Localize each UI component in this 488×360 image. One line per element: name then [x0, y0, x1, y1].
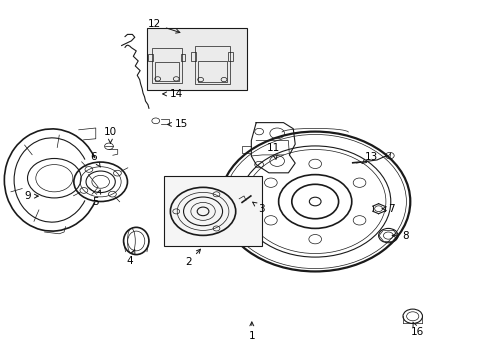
Bar [148, 54, 153, 62]
Text: 1: 1 [248, 322, 255, 341]
Text: 7: 7 [382, 204, 394, 214]
Bar [163, 176, 261, 246]
Text: 15: 15 [167, 120, 187, 129]
Bar [180, 54, 185, 62]
Bar [152, 48, 182, 83]
Text: 5: 5 [92, 190, 101, 207]
Text: 13: 13 [361, 152, 377, 164]
Text: 6: 6 [90, 152, 100, 167]
Text: 10: 10 [103, 127, 117, 143]
Bar [147, 28, 246, 90]
Text: 9: 9 [24, 191, 38, 201]
Text: 8: 8 [391, 231, 408, 240]
Text: 2: 2 [185, 249, 200, 267]
Text: 4: 4 [126, 250, 135, 266]
Bar [197, 61, 226, 82]
Text: 11: 11 [266, 143, 280, 159]
Bar [155, 62, 179, 81]
Text: 3: 3 [252, 202, 264, 214]
Bar [191, 52, 196, 60]
Text: 16: 16 [410, 322, 424, 337]
Bar [194, 46, 229, 84]
Text: 14: 14 [163, 89, 183, 99]
Text: 12: 12 [147, 19, 180, 33]
Bar [228, 52, 233, 60]
